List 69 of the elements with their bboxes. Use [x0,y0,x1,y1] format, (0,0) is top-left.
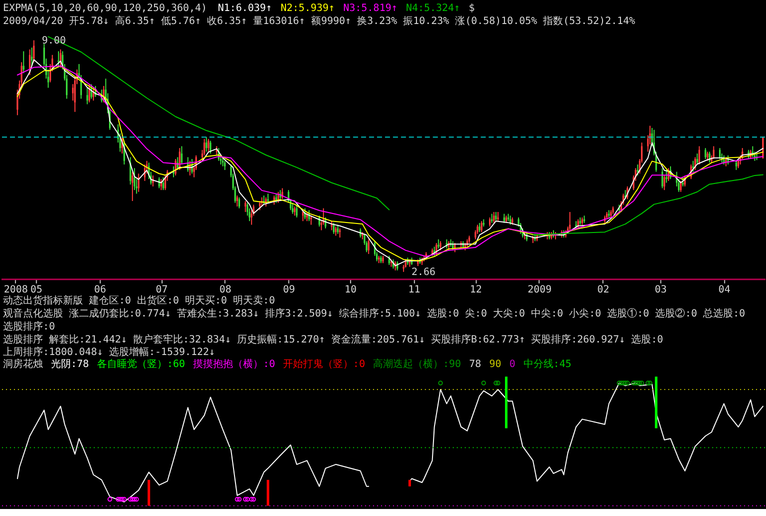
candlestick [132,171,134,202]
ref-line-label: 中分线:45 [523,358,572,370]
ref-line-label: 0 [509,359,516,370]
candlestick [725,156,727,167]
annotation: 2.66 [412,266,436,278]
candlestick [60,48,62,68]
candlestick [152,174,154,187]
text: $ [468,3,475,14]
text: 各自睡觉（竖）:60 [97,358,186,370]
text: N1:6.039↑ [218,3,272,14]
x-tick-label: 07 [156,284,168,296]
text: 光阴:78 [50,358,89,370]
candlestick [172,166,174,178]
candlestick [206,136,208,152]
candlestick [497,211,499,222]
candlestick [86,87,88,105]
ref-line-label: 90 [489,359,502,370]
text: 开始打鬼（竖）:0 [283,358,366,370]
candlestick [174,158,176,176]
candlestick [310,215,312,226]
candlestick [706,151,708,162]
chart-subtitle: 2009/04/20 开5.78↓ 高6.35↑ 低5.76↑ 收6.35↑ 量163016↑ 额9990↑ 换3.23% 振10.23% 涨(0.58)10.05% 指数(53.52)2.14% [2,15,636,28]
candlestick [238,196,240,209]
candlestick [368,238,370,254]
x-tick-label: 02 [597,284,610,296]
text: N3:5.819↑ [343,3,398,14]
candlestick [440,240,442,251]
candlestick [339,228,341,238]
candlestick [438,238,440,249]
text: 选股排序 解套比:21.442↓ 散户套牢比:32.834↓ 历史振幅:15.270↑ 资金流量:205.761↓ 买股排序B:62.773↑ 买股排序:260.927↓ 选股:0 上周排序:1800.048↓ 选股增幅:-1539.122↓ [2,333,664,358]
chart-title: 洞房花烛 [2,358,43,370]
text: N2:5.939↑ [280,3,335,14]
candlestick [210,140,212,154]
x-tick-label: 2008 [4,284,28,296]
text: N4:5.324↑ [406,3,460,14]
text: 观音点化选股 涨二成仍套比:0.774↓ 苦难众生:3.283↓ 排序3:2.509↓ 综合排序:5.100↓ 选股:0 尖:0 大尖:0 中尖:0 小尖:0 选股①:0 选股②:0 总选股:0 选股排序:0 [2,307,746,332]
candlestick [265,196,267,207]
candlestick [180,146,183,165]
candlestick [664,174,666,191]
candlestick [493,211,495,224]
x-tick-label: 09 [283,284,296,296]
legend-title: EXPMA(5,10,20,60,90,120,250,360,4) [2,3,208,14]
text: 摸摸抱抱（横）:0 [193,358,276,370]
x-tick-label: 12 [470,284,482,296]
candlestick [30,47,33,66]
candlestick [72,84,74,102]
candlestick [636,164,638,176]
candlestick [737,158,740,169]
candlestick [267,193,269,204]
candlestick [704,148,706,160]
x-tick-label: 04 [718,284,730,296]
x-tick-label: 2009 [528,284,552,296]
x-tick-label: 05 [30,284,42,296]
candlestick [735,160,738,170]
candlestick [488,216,491,228]
x-tick-label: 06 [94,284,106,296]
candlestick [495,211,497,222]
x-tick-label: 10 [344,284,357,296]
candlestick [208,138,210,152]
text: 高潮迭起（横）:90 [373,358,462,370]
x-tick-label: 03 [654,284,667,296]
text: 动态出货指标新版 建仓区:0 出货区:0 明天买:0 明天卖:0 [2,294,276,306]
candlestick [224,160,226,170]
candlestick [134,168,136,191]
text: 78 [469,359,482,370]
candlestick [58,50,60,66]
x-tick-label: 11 [408,284,420,296]
candlestick [478,222,480,233]
x-tick-label: 08 [219,284,232,296]
